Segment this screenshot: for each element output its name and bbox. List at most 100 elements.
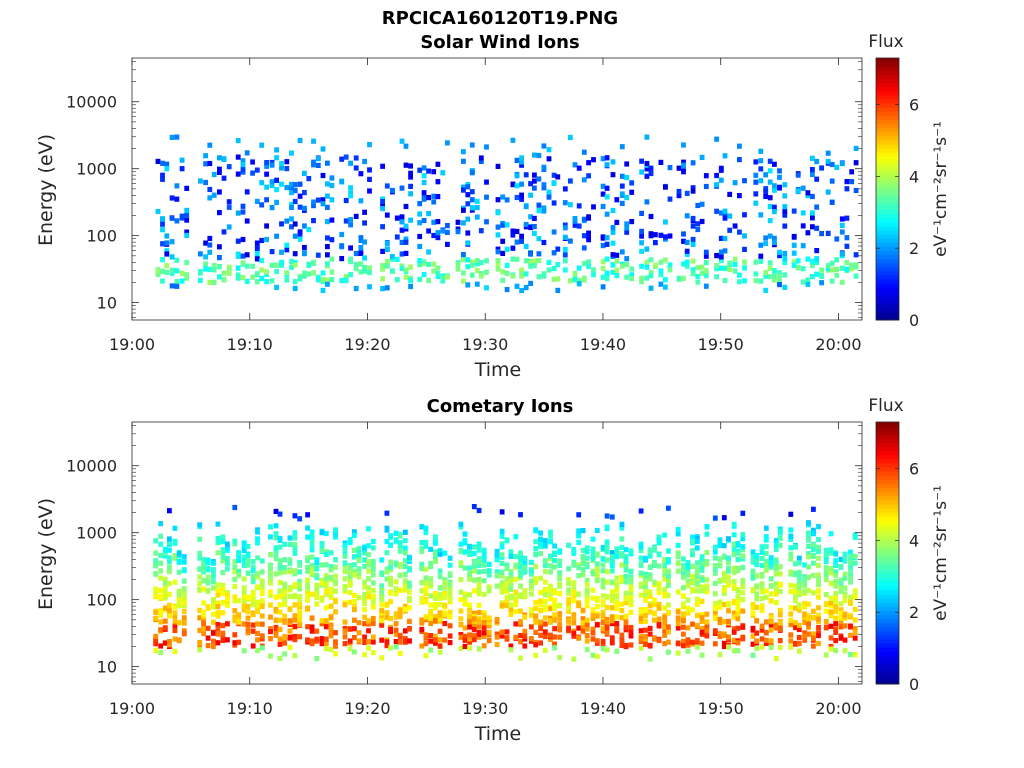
heatmap-cell — [619, 521, 625, 528]
heatmap-cell — [176, 558, 182, 564]
colorbar-title: Flux — [868, 32, 903, 52]
heatmap-cell — [254, 198, 260, 204]
heatmap-cell — [277, 636, 283, 642]
heatmap-cell — [518, 556, 523, 562]
heatmap-cell — [217, 169, 222, 175]
heatmap-cell — [552, 617, 557, 623]
colorbar-swatch — [876, 295, 899, 301]
heatmap-cell — [629, 275, 635, 282]
heatmap-cell — [721, 619, 727, 625]
heatmap-cell — [366, 543, 371, 549]
heatmap-cell — [352, 572, 357, 578]
heatmap-cell — [325, 281, 330, 287]
heatmap-cell — [362, 264, 367, 271]
heatmap-cell — [282, 601, 288, 607]
heatmap-cell — [292, 623, 298, 629]
heatmap-cell — [750, 559, 756, 565]
heatmap-cell — [240, 167, 246, 173]
heatmap-cell — [467, 543, 472, 549]
heatmap-cell — [380, 263, 385, 269]
figure-title: RPCICA160120T19.PNG — [382, 8, 618, 29]
heatmap-cell — [676, 165, 682, 171]
heatmap-cell — [225, 541, 230, 547]
x-tick-label: 19:20 — [344, 335, 390, 354]
heatmap-cell — [408, 170, 413, 176]
heatmap-cell — [656, 534, 662, 540]
heatmap-cell — [699, 584, 705, 590]
heatmap-cell — [339, 231, 345, 238]
heatmap-cell — [690, 551, 695, 557]
heatmap-cell — [694, 596, 700, 602]
heatmap-cell — [675, 625, 681, 631]
heatmap-cell — [718, 235, 724, 241]
heatmap-cell — [306, 262, 312, 268]
heatmap-cell — [226, 270, 232, 276]
heatmap-cell — [849, 262, 855, 268]
heatmap-cell — [628, 598, 634, 604]
heatmap-cell — [834, 257, 840, 263]
heatmap-cell — [158, 627, 164, 633]
heatmap-cell — [282, 565, 288, 571]
heatmap-cell — [750, 652, 756, 658]
heatmap-cell — [379, 608, 385, 614]
heatmap-cell — [292, 513, 298, 519]
heatmap-cell — [735, 598, 741, 604]
heatmap-cell — [499, 573, 505, 579]
heatmap-cell — [469, 189, 475, 195]
heatmap-cell — [384, 539, 390, 545]
heatmap-cell — [624, 274, 630, 280]
heatmap-cell — [268, 572, 273, 579]
heatmap-cell — [533, 616, 539, 622]
heatmap-cell — [232, 632, 238, 638]
heatmap-cell — [732, 223, 738, 229]
heatmap-cell — [160, 268, 165, 274]
heatmap-cell — [176, 603, 182, 609]
heatmap-cell — [656, 637, 662, 644]
heatmap-cell — [305, 637, 310, 643]
heatmap-cell — [402, 558, 408, 564]
heatmap-cell — [690, 538, 695, 545]
colorbar-swatch — [876, 131, 899, 137]
heatmap-cell — [852, 617, 858, 623]
heatmap-cell — [333, 564, 338, 570]
heatmap-cell — [319, 562, 325, 568]
heatmap-cell — [388, 580, 393, 586]
heatmap-cell — [717, 557, 723, 563]
heatmap-cell — [519, 192, 524, 198]
heatmap-cell — [518, 639, 523, 645]
heatmap-cell — [614, 587, 620, 593]
heatmap-cell — [519, 196, 524, 202]
heatmap-cell — [197, 643, 203, 650]
heatmap-cell — [662, 572, 668, 578]
heatmap-cell — [169, 270, 175, 276]
heatmap-cell — [529, 591, 534, 597]
heatmap-cell — [763, 188, 769, 194]
heatmap-cell — [768, 614, 774, 620]
heatmap-cell — [433, 605, 438, 611]
heatmap-cell — [551, 250, 557, 256]
colorbar-swatch — [876, 647, 899, 652]
heatmap-cell — [816, 632, 821, 639]
heatmap-cell — [551, 266, 557, 272]
heatmap-cell — [264, 279, 269, 285]
colorbar-swatch — [876, 184, 899, 190]
heatmap-cell — [167, 536, 172, 542]
heatmap-cell — [174, 279, 180, 285]
y-tick-label: 1000 — [76, 160, 117, 179]
heatmap-cell — [703, 173, 709, 179]
heatmap-cell — [714, 208, 719, 214]
heatmap-cell — [759, 584, 765, 590]
heatmap-cell — [842, 613, 848, 619]
colorbar-swatch — [876, 205, 899, 210]
heatmap-cell — [685, 563, 691, 569]
heatmap-cell — [241, 607, 247, 613]
heatmap-cell — [160, 221, 165, 227]
heatmap-cell — [328, 633, 334, 639]
heatmap-cell — [576, 562, 582, 568]
heatmap-cell — [704, 524, 710, 530]
heatmap-cell — [811, 506, 816, 512]
heatmap-cell — [172, 604, 178, 610]
heatmap-cell — [533, 563, 539, 570]
heatmap-cell — [590, 636, 596, 642]
heatmap-cell — [712, 563, 718, 569]
